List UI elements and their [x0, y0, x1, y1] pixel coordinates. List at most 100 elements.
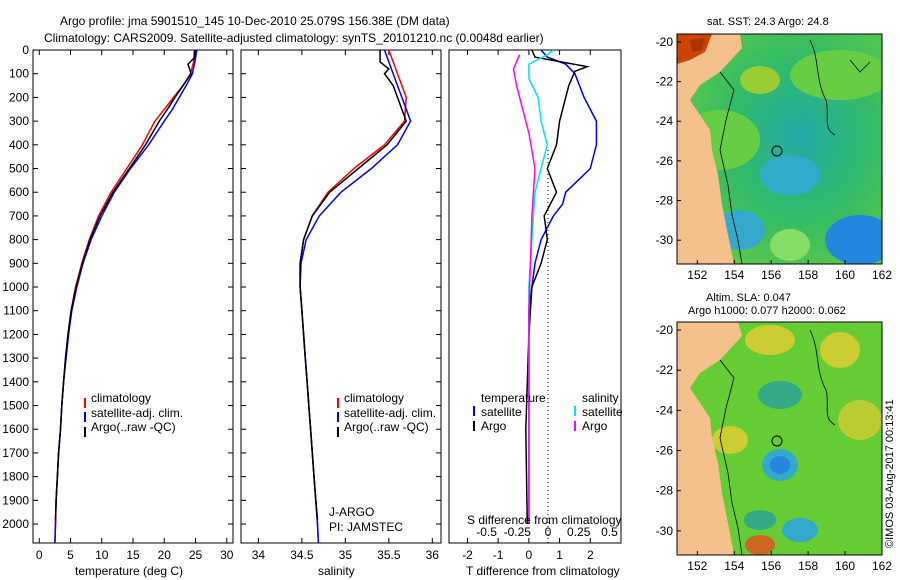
- s-diff-tick-label: 0.5: [601, 525, 618, 539]
- lat-tick-label: -22: [656, 363, 674, 377]
- y-tick-label: 900: [9, 256, 29, 270]
- y-tick-label: 300: [9, 114, 29, 128]
- y-tick-label: 2000: [2, 517, 29, 531]
- salinity-panel: 34 34.5 35 35.5 36 salinity climatology sate…: [240, 49, 442, 578]
- s-diff-tick-label: 0.25: [567, 525, 591, 539]
- y-tick-label: 700: [9, 209, 29, 223]
- y-tick-label: 800: [9, 233, 29, 247]
- temperature-axes-frame: [32, 49, 234, 544]
- legend-label-satellite: satellite-adj. clim.: [344, 406, 436, 420]
- salinity-xlabel: salinity: [318, 564, 355, 578]
- credit-text: ©IMOS 03-Aug-2017 00:13:41: [884, 399, 896, 548]
- x-tick-label: 36: [426, 548, 440, 562]
- title-line-2: Climatology: CARS2009. Satellite-adjuste…: [44, 31, 544, 45]
- depth-axis: 0 100 200 300 400 500 600 700 800 900 1000 1100 1200…: [2, 43, 233, 531]
- profile-location-marker: [771, 145, 783, 157]
- series-line-t-argo: [525, 50, 590, 525]
- australia-land: [677, 34, 742, 264]
- sla-map-title-line-1: Altim. SLA: 0.047: [706, 292, 791, 304]
- y-tick-label: 200: [9, 90, 29, 104]
- salinity-x-axis: 34 34.5 35 35.5 36: [252, 50, 440, 562]
- legend-label-s-argo: Argo: [582, 419, 608, 433]
- difference-panel: -2 -1 0 1 2-0.5 -0.25 0 0.25 0.5 S difference fr…: [448, 49, 623, 578]
- y-tick-label: 1800: [2, 470, 29, 484]
- legend-title-temperature: temperature: [481, 391, 546, 405]
- legend-label-climatology: climatology: [91, 391, 151, 405]
- lat-tick-label: -28: [656, 194, 674, 208]
- y-tick-label: 1900: [2, 493, 29, 507]
- x-tick-label: 2: [587, 548, 594, 562]
- australia-land: [677, 322, 742, 555]
- sst-map-panel: sat. SST: 24.3 Argo: 24.8 152 154 156 158 16…: [656, 16, 893, 282]
- legend-label-argo: Argo(..raw -QC): [91, 420, 176, 434]
- sla-map-panel: Altim. SLA: 0.047 Argo h1000: 0.077 h200…: [656, 292, 893, 573]
- series-line-argo-raw-qc-: [299, 50, 408, 520]
- difference-x-axis: -2 -1 0 1 2-0.5 -0.25 0 0.25 0.5: [462, 50, 618, 562]
- lon-tick-label: 158: [798, 559, 818, 573]
- sst-map-title: sat. SST: 24.3 Argo: 24.8: [707, 16, 829, 28]
- temperature-legend: climatology satellite-adj. clim. Argo(..…: [84, 391, 183, 437]
- lat-tick-label: -26: [656, 154, 674, 168]
- x-tick-label: -2: [462, 548, 473, 562]
- x-tick-label: 20: [158, 548, 172, 562]
- y-tick-label: 1500: [2, 399, 29, 413]
- y-tick-label: 1600: [2, 422, 29, 436]
- difference-legend: temperature satellite Argo salinity sate…: [473, 391, 623, 433]
- annotation-pi: PI: JAMSTEC: [329, 520, 403, 534]
- lat-tick-label: -26: [656, 444, 674, 458]
- x-tick-label: 34.5: [290, 548, 314, 562]
- y-tick-label: 1300: [2, 351, 29, 365]
- lat-tick-label: -28: [656, 484, 674, 498]
- x-tick-label: 0: [526, 548, 533, 562]
- lat-tick-label: -20: [656, 35, 674, 49]
- title-line-1: Argo profile: jma 5901510_145 10-Dec-201…: [60, 14, 450, 28]
- legend-label-t-argo: Argo: [481, 419, 507, 433]
- lat-tick-label: -24: [656, 114, 674, 128]
- y-tick-label: 1100: [3, 304, 29, 318]
- y-tick-label: 0: [22, 43, 29, 57]
- sla-map-frame: [676, 321, 883, 556]
- salinity-legend: climatology satellite-adj. clim. Argo(..…: [337, 391, 436, 437]
- lat-tick-label: -20: [656, 323, 674, 337]
- x-tick-label: 34: [252, 548, 266, 562]
- x-tick-label: 10: [95, 548, 109, 562]
- legend-title-salinity: salinity: [582, 391, 619, 405]
- y-tick-label: 100: [9, 67, 29, 81]
- lat-tick-label: -30: [656, 524, 674, 538]
- profile-location-marker: [771, 435, 783, 447]
- x-tick-label: 30: [220, 548, 234, 562]
- annotation-jargo: J-ARGO: [329, 505, 374, 519]
- lat-tick-label: -30: [656, 233, 674, 247]
- lon-tick-label: 154: [724, 268, 744, 282]
- sst-map-frame: [676, 33, 883, 265]
- t-difference-xlabel: T difference from climatology: [466, 564, 620, 578]
- s-difference-label: S difference from climatology: [467, 513, 622, 527]
- lon-tick-label: 162: [872, 268, 892, 282]
- s-diff-tick-label: 0: [545, 525, 552, 539]
- legend-label-satellite: satellite-adj. clim.: [91, 406, 183, 420]
- legend-label-t-satellite: satellite: [481, 405, 522, 419]
- s-diff-tick-label: -0.25: [504, 525, 532, 539]
- lon-tick-label: 160: [835, 268, 855, 282]
- x-tick-label: 5: [67, 548, 74, 562]
- y-tick-label: 400: [9, 138, 29, 152]
- temperature-x-axis: 0 5 10 15 20 25 30: [36, 50, 234, 562]
- lon-tick-label: 152: [687, 268, 707, 282]
- lon-tick-label: 154: [724, 559, 744, 573]
- legend-label-s-satellite: satellite: [582, 405, 623, 419]
- s-diff-tick-label: -0.5: [476, 525, 497, 539]
- legend-label-argo: Argo(..raw -QC): [344, 420, 429, 434]
- x-tick-label: -1: [493, 548, 504, 562]
- x-tick-label: 1: [556, 548, 563, 562]
- sla-map-title-line-2: Argo h1000: 0.077 h2000: 0.062: [688, 305, 846, 317]
- series-line-s-argo: [512, 54, 536, 524]
- series-line-argo-raw-qc-: [54, 50, 196, 520]
- lat-tick-label: -22: [656, 75, 674, 89]
- sla-field: [677, 322, 882, 555]
- lon-tick-label: 152: [687, 559, 707, 573]
- lat-tick-label: -24: [656, 403, 674, 417]
- y-tick-label: 600: [9, 185, 29, 199]
- y-tick-label: 1200: [2, 327, 29, 341]
- x-tick-label: 15: [126, 548, 140, 562]
